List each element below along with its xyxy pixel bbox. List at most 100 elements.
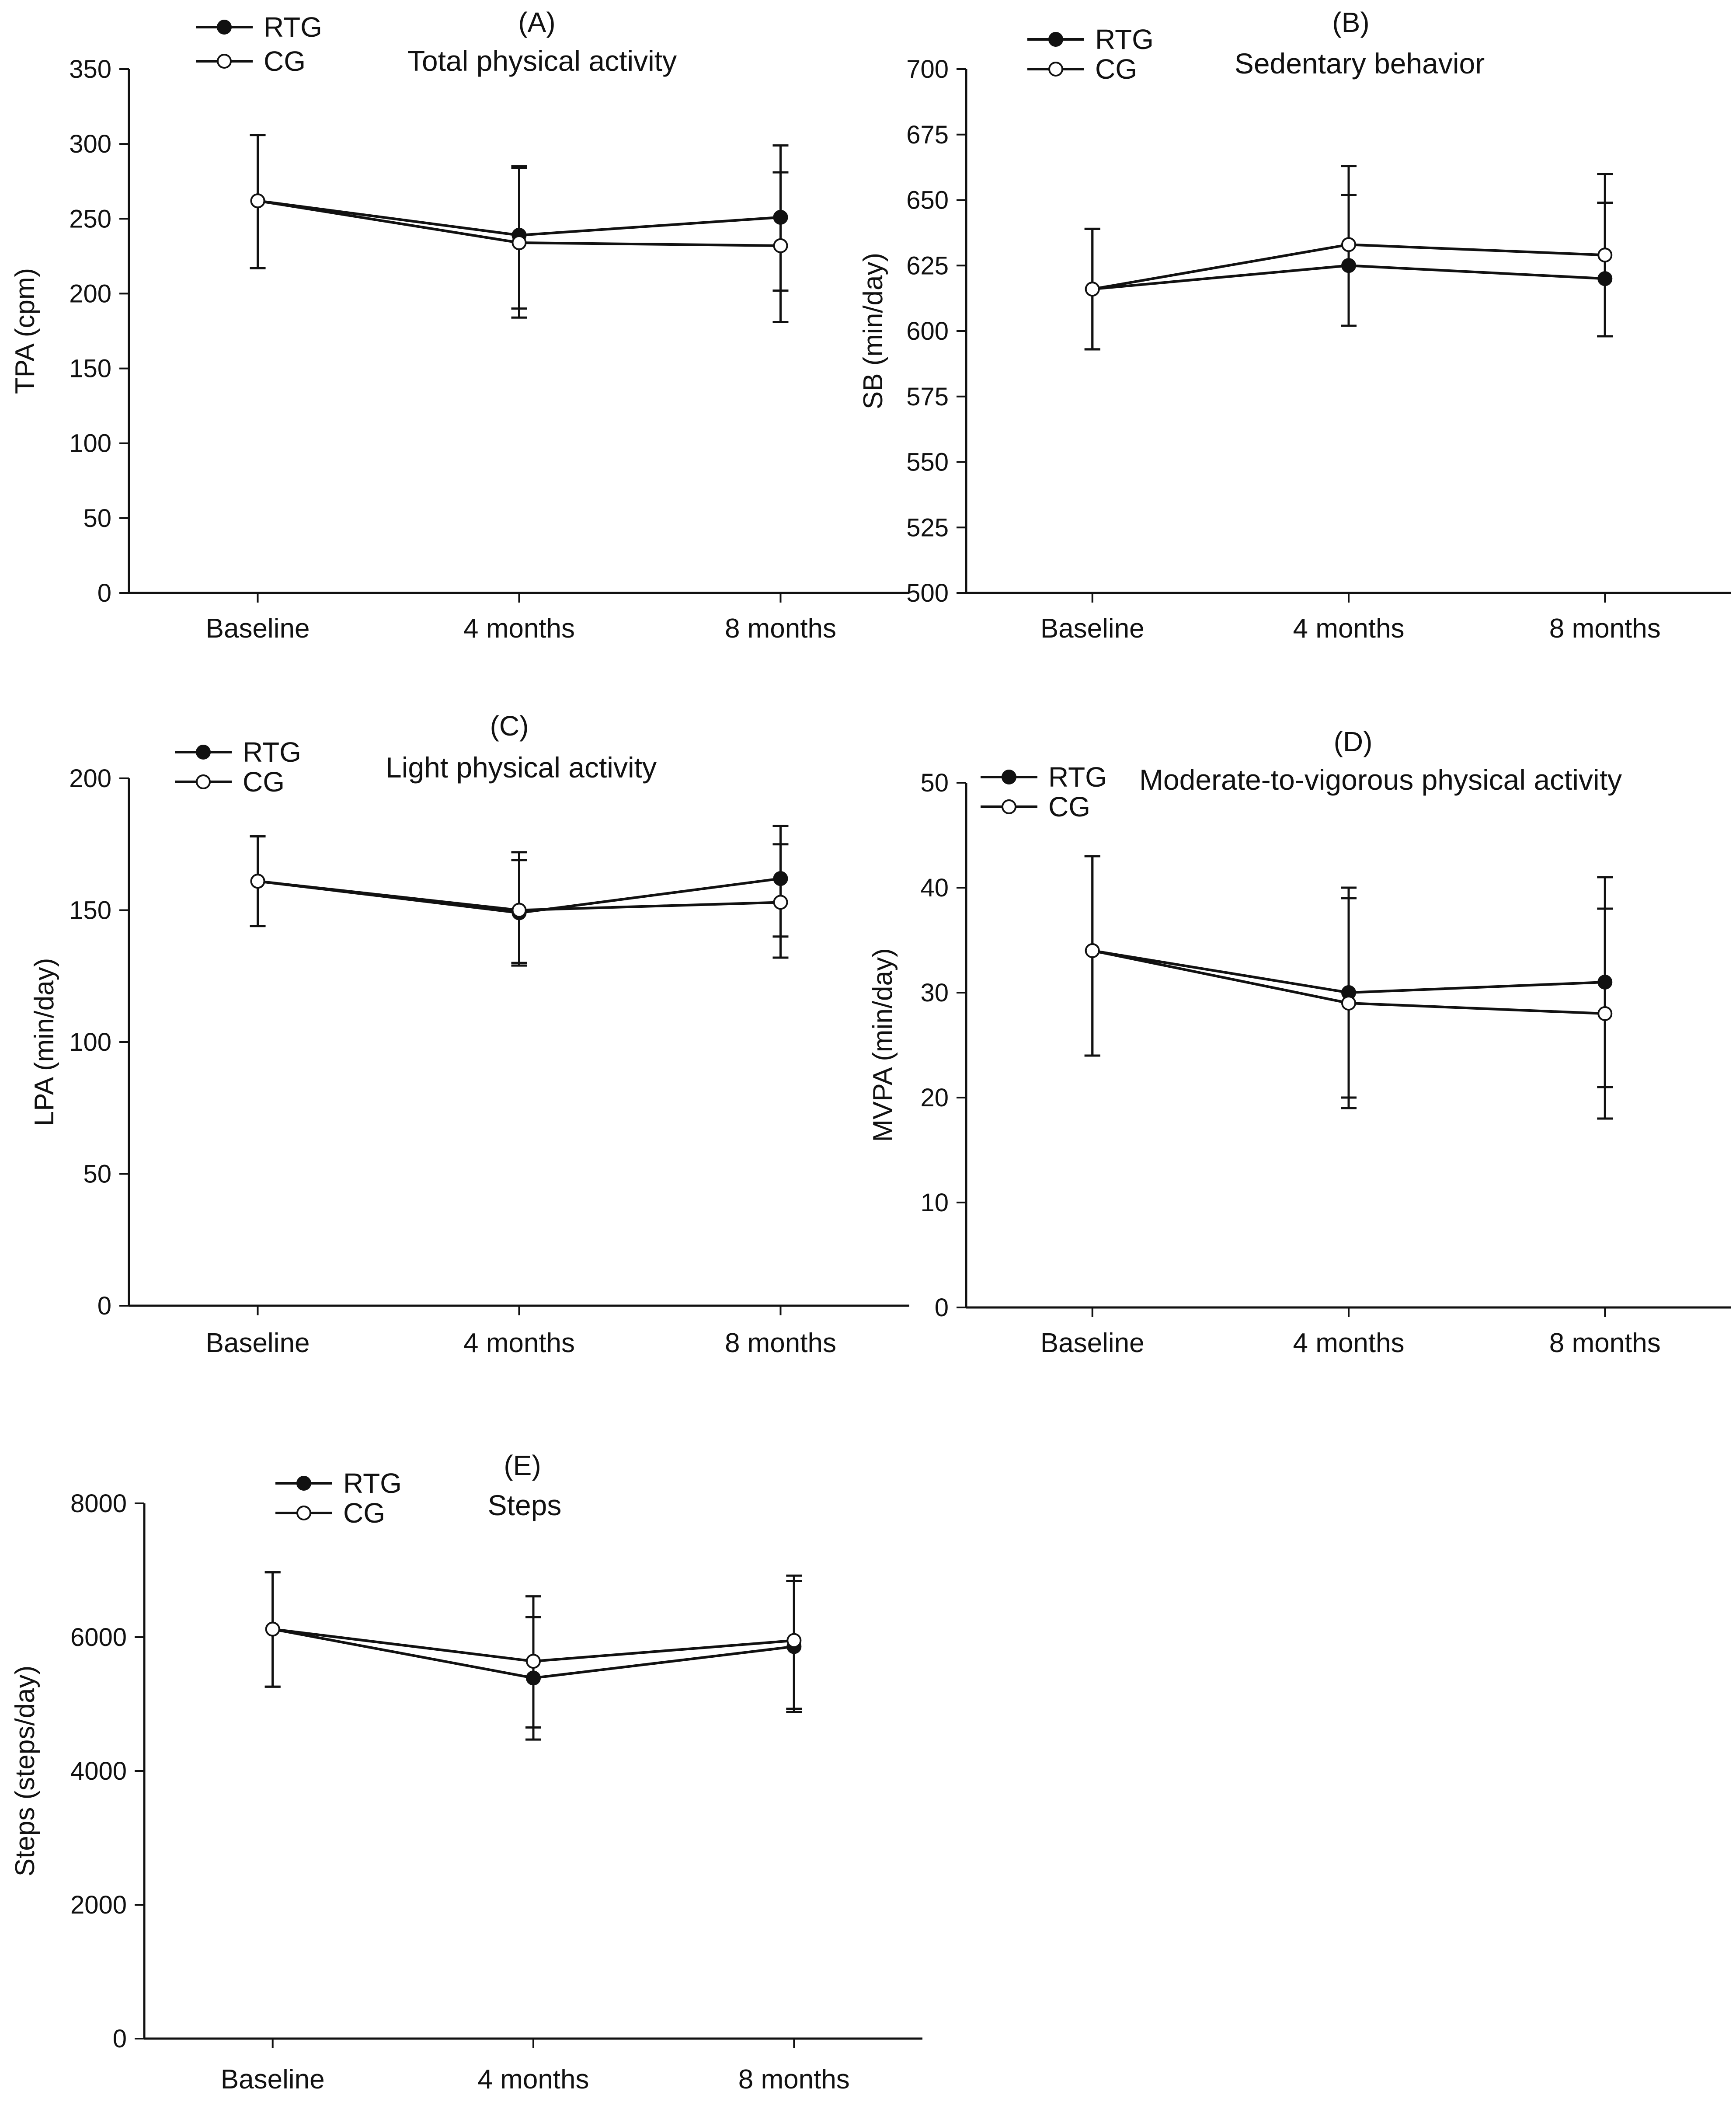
data-point-cg [265, 1621, 280, 1637]
data-point-cg [773, 895, 788, 910]
y-tick-label: 0 [113, 2025, 127, 2053]
chart-title: Moderate-to-vigorous physical activity [1139, 763, 1622, 796]
y-tick-label: 525 [906, 513, 949, 542]
legend-label: RTG [1048, 761, 1107, 793]
y-tick-label: 550 [906, 448, 949, 477]
y-tick-label: 150 [69, 355, 111, 383]
x-tick-label: Baseline [206, 1328, 310, 1358]
data-point-rtg [1597, 271, 1613, 286]
data-point-cg [250, 874, 265, 889]
x-tick-label: 8 months [1549, 1328, 1661, 1358]
y-axis-label: MVPA (min/day) [868, 948, 898, 1142]
x-tick-label: 8 months [738, 2064, 850, 2095]
data-point-cg [1597, 1006, 1613, 1021]
y-tick-label: 4000 [70, 1757, 127, 1785]
x-tick-label: 8 months [725, 1328, 836, 1358]
data-point-cg [1341, 237, 1356, 252]
legend-marker [217, 20, 232, 35]
panel-letter: (D) [1334, 726, 1373, 757]
legend-marker [1002, 799, 1016, 814]
y-tick-label: 50 [83, 504, 111, 533]
y-tick-label: 100 [69, 429, 111, 458]
chart-title: Steps [488, 1489, 562, 1521]
y-tick-label: 100 [69, 1028, 111, 1056]
data-point-rtg [526, 1670, 541, 1686]
chart-title: Light physical activity [386, 751, 657, 784]
y-tick-label: 600 [906, 317, 949, 345]
y-tick-label: 500 [906, 579, 949, 607]
data-point-cg [773, 238, 788, 253]
legend-label: CG [343, 1497, 385, 1529]
y-tick-label: 50 [83, 1160, 111, 1189]
y-tick-label: 250 [69, 205, 111, 233]
y-tick-label: 200 [69, 764, 111, 793]
chart-panel-d: 0 10 20 30 40 50 Baseline 4 months 8 months MVPA … [868, 726, 1731, 1358]
chart-panel-b: 500 525 550 575 600 625 650 675 700 Baseline 4 mon… [858, 7, 1731, 644]
y-axis-label: Steps (steps/day) [10, 1666, 40, 1876]
y-axis-label: SB (min/day) [858, 253, 888, 409]
x-tick-label: Baseline [1040, 614, 1145, 644]
legend-label: CG [243, 766, 285, 798]
legend-marker [1048, 62, 1063, 77]
data-point-cg [1341, 996, 1356, 1011]
y-tick-label: 50 [920, 769, 949, 797]
panel-letter: (E) [504, 1450, 541, 1481]
y-tick-label: 650 [906, 186, 949, 215]
panel-letter: (A) [518, 7, 555, 38]
data-point-cg [1085, 282, 1100, 297]
chart-panel-e: 0 2000 4000 6000 8000 Baseline 4 months 8 month… [10, 1450, 922, 2095]
x-tick-label: 4 months [1293, 614, 1404, 644]
chart-title: Total physical activity [407, 45, 677, 77]
data-point-cg [511, 903, 527, 918]
legend-label: CG [1048, 791, 1090, 823]
x-tick-label: Baseline [1040, 1328, 1145, 1358]
x-tick-label: Baseline [221, 2064, 325, 2095]
data-point-cg [250, 193, 265, 209]
y-tick-label: 6000 [70, 1623, 127, 1652]
y-tick-label: 20 [920, 1084, 949, 1112]
y-axis-label: TPA (cpm) [10, 268, 40, 394]
legend-label: CG [1095, 53, 1137, 85]
legend-label: RTG [264, 11, 322, 43]
legend-marker [296, 1506, 311, 1520]
data-point-rtg [1341, 258, 1356, 273]
data-point-cg [1597, 247, 1613, 263]
x-tick-label: 4 months [463, 1328, 575, 1358]
legend-label: RTG [1095, 24, 1154, 55]
series-cg [1084, 165, 1613, 351]
x-tick-label: 4 months [463, 614, 575, 644]
data-point-rtg [773, 871, 788, 886]
series-cg [250, 835, 789, 964]
y-tick-label: 575 [906, 383, 949, 411]
y-tick-label: 0 [935, 1293, 949, 1322]
data-point-cg [526, 1654, 541, 1669]
x-tick-label: 4 months [477, 2064, 589, 2095]
data-point-cg [1085, 943, 1100, 958]
legend-marker [1002, 770, 1016, 784]
x-tick-label: Baseline [206, 614, 310, 644]
panel-letter: (B) [1332, 7, 1369, 38]
series-cg [264, 1571, 802, 1729]
x-tick-label: 8 months [725, 614, 836, 644]
y-axis-label: LPA (min/day) [29, 958, 59, 1126]
y-tick-label: 40 [920, 874, 949, 902]
chart-panel-c: 0 50 100 150 200 Baseline 4 months 8 months LPA … [29, 710, 909, 1358]
data-point-rtg [1597, 975, 1613, 990]
chart-panel-a: 0 50 100 150 200 250 300 350 Baseline 4 months 8 m… [10, 7, 909, 644]
y-tick-label: 10 [920, 1189, 949, 1217]
y-tick-label: 200 [69, 279, 111, 308]
data-point-cg [511, 235, 527, 251]
legend-marker [1048, 32, 1063, 47]
x-tick-label: 4 months [1293, 1328, 1404, 1358]
chart-title: Sedentary behavior [1235, 47, 1485, 80]
y-tick-label: 0 [97, 1292, 111, 1320]
y-tick-label: 675 [906, 121, 949, 149]
y-tick-label: 2000 [70, 1891, 127, 1919]
legend-marker [217, 54, 232, 69]
